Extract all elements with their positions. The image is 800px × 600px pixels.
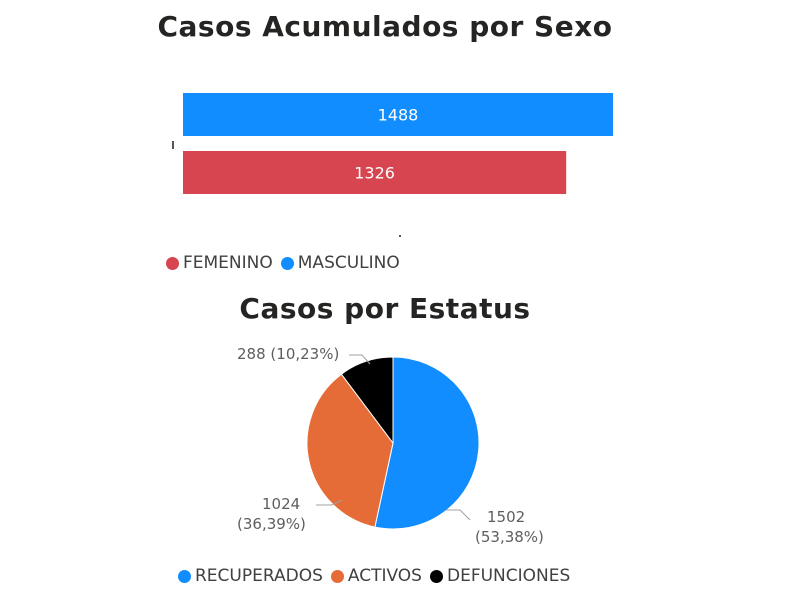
leader-line-recuperados bbox=[446, 509, 471, 521]
pie-chart-legend: RECUPERADOS ACTIVOS DEFUNCIONES bbox=[178, 566, 578, 586]
legend-dot-defunciones bbox=[429, 569, 443, 583]
legend-item-defunciones[interactable]: DEFUNCIONES bbox=[429, 566, 571, 586]
bar-axis-tick bbox=[172, 141, 174, 149]
legend-item-femenino[interactable]: FEMENINO bbox=[166, 253, 273, 273]
pie-label-recuperados-value: 1502 bbox=[487, 508, 526, 526]
bar-chart-legend: FEMENINO MASCULINO bbox=[166, 253, 408, 273]
bar-data-label-masculino: 1488 bbox=[378, 106, 419, 125]
pie-slice-defunciones[interactable] bbox=[340, 356, 394, 445]
leader-line-defunciones bbox=[349, 354, 371, 365]
legend-item-activos[interactable]: ACTIVOS bbox=[330, 566, 422, 586]
bar-femenino[interactable] bbox=[183, 151, 567, 194]
pie-label-defunciones-pct: (10,23%) bbox=[270, 345, 340, 363]
legend-item-masculino[interactable]: MASCULINO bbox=[280, 253, 400, 273]
legend-label-femenino: FEMENINO bbox=[183, 253, 273, 273]
legend-label-defunciones: DEFUNCIONES bbox=[446, 566, 571, 586]
pie-label-activos-value: 1024 bbox=[262, 495, 301, 513]
bar-masculino[interactable] bbox=[183, 93, 613, 136]
bar-data-label-femenino: 1326 bbox=[354, 164, 395, 183]
legend-label-masculino: MASCULINO bbox=[297, 253, 400, 273]
bar-chart-title: Casos Acumulados por Sexo bbox=[157, 10, 613, 43]
legend-dot-recuperados bbox=[178, 569, 191, 583]
legend-item-recuperados[interactable]: RECUPERADOS bbox=[178, 566, 323, 586]
bar-axis-tick bbox=[399, 235, 401, 237]
leader-line-activos bbox=[316, 499, 343, 506]
legend-label-recuperados: RECUPERADOS bbox=[195, 566, 323, 586]
pie-label-defunciones-value: 288 bbox=[237, 345, 266, 363]
legend-label-activos: ACTIVOS bbox=[347, 566, 422, 586]
pie-slice-recuperados[interactable] bbox=[374, 356, 480, 530]
legend-dot-masculino bbox=[280, 256, 294, 270]
pie-label-defunciones: 288 (10,23%) bbox=[237, 344, 339, 364]
legend-dot-femenino bbox=[166, 256, 179, 270]
pie-label-recuperados-pct: (53,38%) bbox=[475, 528, 544, 546]
pie-slice-activos[interactable] bbox=[306, 373, 394, 528]
pie-label-activos-pct: (36,39%) bbox=[237, 515, 306, 533]
legend-dot-activos bbox=[330, 569, 344, 583]
pie-chart-title: Casos por Estatus bbox=[239, 292, 531, 325]
